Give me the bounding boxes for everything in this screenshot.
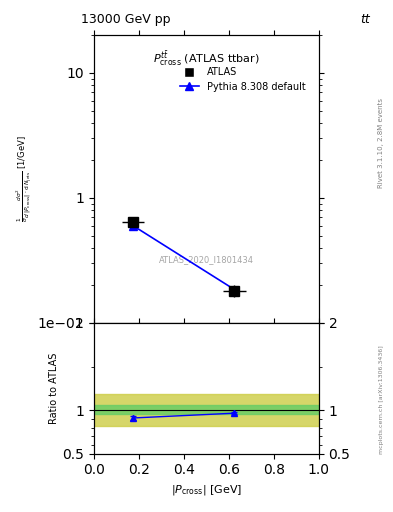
Text: tt: tt: [361, 13, 370, 26]
Text: ATLAS_2020_I1801434: ATLAS_2020_I1801434: [159, 255, 254, 264]
X-axis label: $|P_{\mathrm{cross}}|$ [GeV]: $|P_{\mathrm{cross}}|$ [GeV]: [171, 483, 242, 497]
Text: 13000 GeV pp: 13000 GeV pp: [81, 13, 171, 26]
Y-axis label: $\frac{1}{\sigma}\frac{d\sigma^2}{d\,|P_{\mathrm{cross}}|\,\cdot\mathrm{d}\,N_{\: $\frac{1}{\sigma}\frac{d\sigma^2}{d\,|P_…: [15, 136, 35, 222]
Text: Rivet 3.1.10, 2.8M events: Rivet 3.1.10, 2.8M events: [378, 98, 384, 188]
Y-axis label: Ratio to ATLAS: Ratio to ATLAS: [49, 353, 59, 424]
Text: $P_{\mathrm{cross}}^{t\bar{t}}$ (ATLAS ttbar): $P_{\mathrm{cross}}^{t\bar{t}}$ (ATLAS t…: [153, 50, 259, 68]
Text: mcplots.cern.ch [arXiv:1306.3436]: mcplots.cern.ch [arXiv:1306.3436]: [379, 345, 384, 454]
Legend: ATLAS, Pythia 8.308 default: ATLAS, Pythia 8.308 default: [176, 63, 310, 96]
